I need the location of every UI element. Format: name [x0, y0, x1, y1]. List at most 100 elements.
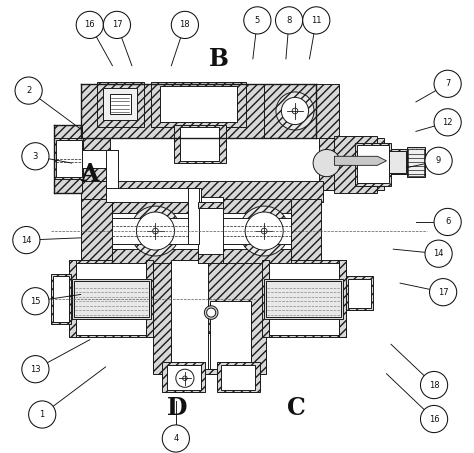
- Circle shape: [137, 212, 174, 250]
- Text: 3: 3: [33, 152, 38, 161]
- Bar: [199, 197, 223, 263]
- Bar: [264, 84, 339, 138]
- Bar: [97, 82, 144, 127]
- Bar: [53, 276, 69, 322]
- Bar: [269, 263, 339, 335]
- Bar: [264, 279, 344, 319]
- Bar: [69, 260, 76, 337]
- Bar: [199, 254, 223, 263]
- Bar: [262, 260, 346, 337]
- Text: 17: 17: [438, 288, 448, 297]
- Bar: [106, 150, 118, 202]
- Bar: [103, 88, 137, 120]
- Circle shape: [303, 7, 330, 34]
- Circle shape: [22, 143, 49, 170]
- Bar: [357, 145, 389, 183]
- Circle shape: [207, 308, 216, 317]
- Bar: [56, 140, 82, 177]
- Text: 17: 17: [112, 20, 122, 29]
- Bar: [153, 260, 266, 374]
- Bar: [292, 199, 321, 263]
- Circle shape: [130, 206, 181, 256]
- Circle shape: [244, 7, 271, 34]
- Bar: [81, 84, 316, 138]
- Text: 13: 13: [30, 365, 41, 374]
- Bar: [334, 136, 377, 193]
- Text: 8: 8: [286, 16, 292, 25]
- Bar: [51, 274, 71, 324]
- Text: A: A: [81, 163, 99, 186]
- Circle shape: [28, 401, 56, 428]
- Bar: [408, 149, 424, 176]
- Circle shape: [282, 97, 309, 125]
- Text: 7: 7: [445, 79, 450, 88]
- Bar: [54, 125, 82, 193]
- Text: 14: 14: [21, 236, 32, 245]
- Text: 16: 16: [429, 414, 439, 424]
- Bar: [81, 138, 110, 190]
- Circle shape: [162, 425, 190, 452]
- Bar: [188, 188, 200, 244]
- Bar: [355, 143, 391, 186]
- Bar: [69, 260, 153, 337]
- Bar: [81, 199, 112, 263]
- Bar: [173, 125, 226, 163]
- Text: 15: 15: [30, 297, 41, 306]
- Bar: [72, 279, 151, 319]
- Circle shape: [420, 371, 447, 399]
- Text: 9: 9: [436, 156, 441, 165]
- Text: B: B: [209, 47, 229, 71]
- Bar: [221, 365, 255, 390]
- Bar: [82, 150, 118, 168]
- Text: 5: 5: [255, 16, 260, 25]
- Circle shape: [275, 7, 303, 34]
- Text: 4: 4: [173, 434, 179, 443]
- Bar: [171, 260, 208, 369]
- Circle shape: [171, 11, 199, 39]
- Circle shape: [276, 92, 314, 130]
- Text: 14: 14: [433, 249, 444, 258]
- Circle shape: [434, 70, 461, 97]
- Bar: [348, 279, 371, 308]
- Circle shape: [420, 405, 447, 433]
- Bar: [171, 333, 251, 369]
- Bar: [160, 86, 237, 122]
- Text: 6: 6: [445, 217, 450, 226]
- Circle shape: [176, 369, 194, 387]
- Circle shape: [245, 212, 283, 250]
- Bar: [181, 127, 219, 161]
- Circle shape: [22, 356, 49, 383]
- Circle shape: [429, 279, 457, 306]
- Text: C: C: [286, 396, 305, 419]
- Text: 1: 1: [40, 410, 45, 419]
- Bar: [110, 94, 130, 114]
- Circle shape: [434, 109, 461, 136]
- Bar: [407, 147, 425, 177]
- Circle shape: [13, 226, 40, 254]
- Circle shape: [239, 206, 289, 256]
- Bar: [112, 199, 292, 213]
- Bar: [112, 249, 292, 263]
- Bar: [210, 301, 251, 369]
- Circle shape: [425, 240, 452, 267]
- Bar: [81, 181, 323, 202]
- Circle shape: [425, 147, 452, 174]
- Bar: [266, 281, 341, 317]
- Polygon shape: [334, 156, 386, 165]
- Bar: [217, 362, 260, 392]
- Bar: [74, 281, 149, 317]
- Circle shape: [15, 77, 42, 104]
- Circle shape: [313, 149, 340, 177]
- Bar: [146, 260, 153, 337]
- Bar: [378, 151, 406, 173]
- Circle shape: [103, 11, 130, 39]
- Bar: [262, 260, 269, 337]
- Bar: [76, 263, 146, 335]
- Bar: [162, 362, 205, 392]
- Text: D: D: [167, 396, 187, 419]
- Text: 16: 16: [84, 20, 95, 29]
- Circle shape: [434, 208, 461, 236]
- Bar: [319, 138, 384, 190]
- Bar: [54, 138, 83, 179]
- Text: 18: 18: [429, 381, 439, 390]
